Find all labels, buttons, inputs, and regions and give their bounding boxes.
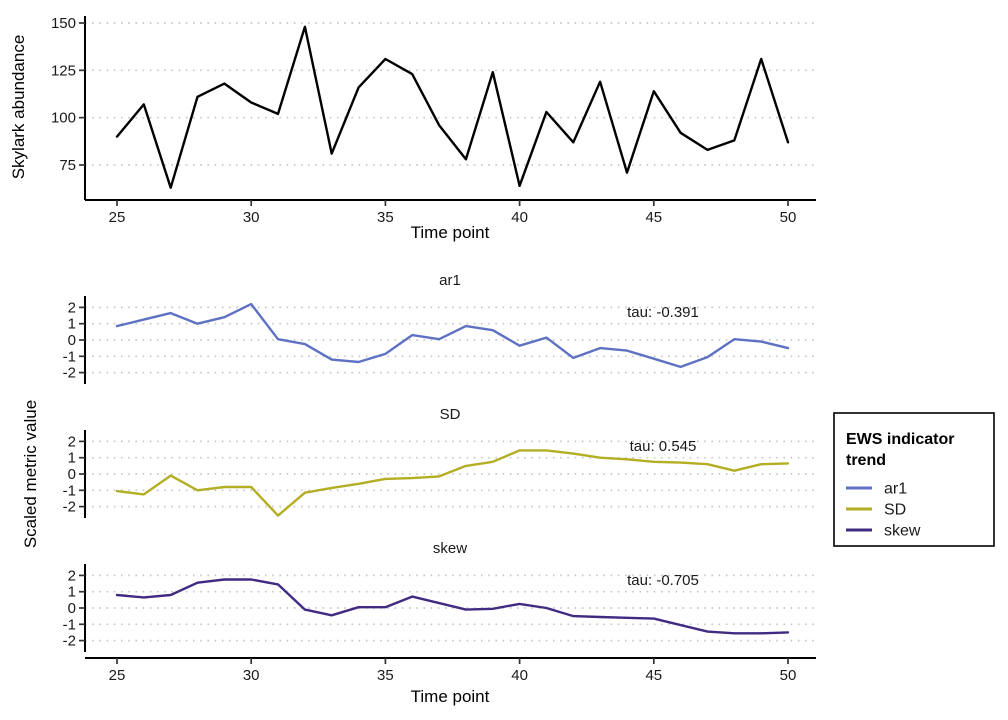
- y-tick-label: 100: [51, 110, 76, 127]
- y-tick-label: -1: [63, 348, 76, 365]
- x-tick-label: 50: [780, 209, 797, 226]
- legend: EWS indicator trend ar1 SD skew: [833, 412, 995, 547]
- legend-label-SD: SD: [884, 502, 906, 519]
- x-tick-label: 45: [645, 667, 662, 684]
- y-tick-label: 75: [59, 157, 76, 174]
- facet-title-SD: SD: [440, 406, 461, 423]
- x-tick-label: 40: [511, 667, 528, 684]
- abundance-series-line: [115, 25, 790, 189]
- y-tick-label: -2: [63, 499, 76, 516]
- x-tick-label: 30: [243, 667, 260, 684]
- x-tick-label: 35: [377, 209, 394, 226]
- x-tick-label: 40: [511, 209, 528, 226]
- tau-annotation-SD: tau: 0.545: [630, 438, 697, 455]
- legend-title-line1: EWS indicator: [846, 431, 954, 448]
- x-tick-label: 35: [377, 667, 394, 684]
- legend-label-ar1: ar1: [884, 481, 907, 498]
- y-tick-label: 0: [68, 332, 76, 349]
- tau-annotation-skew: tau: -0.705: [627, 572, 699, 589]
- y-tick-label: -1: [63, 482, 76, 499]
- facet-title-ar1: ar1: [439, 272, 461, 289]
- y-tick-label: 2: [68, 567, 76, 584]
- y-tick-label: -2: [63, 365, 76, 382]
- metric-x-axis-title: Time point: [411, 687, 490, 706]
- y-tick-label: 2: [68, 433, 76, 450]
- legend-entries: ar1 SD skew: [846, 481, 921, 540]
- y-tick-label: -1: [63, 616, 76, 633]
- x-tick-label: 45: [645, 209, 662, 226]
- abundance-y-axis-title: Skylark abundance: [9, 35, 28, 180]
- x-tick-label: 30: [243, 209, 260, 226]
- y-tick-label: 0: [68, 600, 76, 617]
- metric-y-axis-title: Scaled metric value: [21, 400, 40, 548]
- abundance-x-axis-title: Time point: [411, 223, 490, 242]
- legend-label-skew: skew: [884, 523, 921, 540]
- y-tick-label: 125: [51, 62, 76, 79]
- facet-title-skew: skew: [433, 540, 467, 557]
- skew-series-line: [115, 578, 790, 635]
- x-tick-label: 25: [109, 667, 126, 684]
- tau-annotation-ar1: tau: -0.391: [627, 304, 699, 321]
- SD-series-line: [115, 449, 790, 517]
- legend-title-line2: trend: [846, 452, 886, 469]
- x-tick-label: 25: [109, 209, 126, 226]
- legend-border: [833, 412, 995, 547]
- x-tick-label: 50: [780, 667, 797, 684]
- y-tick-label: 1: [68, 316, 76, 333]
- y-tick-label: 1: [68, 450, 76, 467]
- y-tick-label: -2: [63, 633, 76, 650]
- y-tick-label: 1: [68, 584, 76, 601]
- ar1-series-line: [115, 302, 790, 369]
- y-tick-label: 0: [68, 466, 76, 483]
- y-tick-label: 2: [68, 299, 76, 316]
- y-tick-label: 150: [51, 15, 76, 32]
